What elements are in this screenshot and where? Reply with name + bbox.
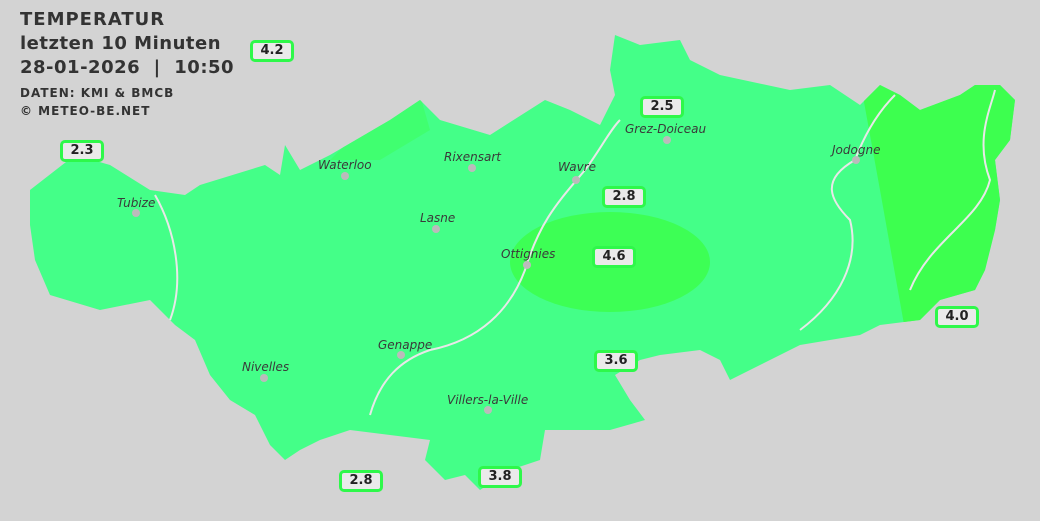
rivers — [154, 89, 996, 416]
city-nivelles: Nivelles — [242, 360, 289, 382]
svg-text:Tubize: Tubize — [117, 196, 155, 210]
city-genappe: Genappe — [378, 338, 432, 359]
city-tubize: Tubize — [117, 196, 155, 217]
svg-text:Wavre: Wavre — [558, 160, 596, 174]
city-rixensart: Rixensart — [444, 150, 502, 172]
svg-text:Ottignies: Ottignies — [501, 247, 555, 261]
svg-text:Waterloo: Waterloo — [318, 158, 372, 172]
city-ottignies: Ottignies — [501, 247, 555, 269]
city-jodogne: Jodogne — [830, 143, 880, 164]
svg-text:Genappe: Genappe — [378, 338, 432, 352]
station-value[interactable]: 2.3 — [60, 140, 104, 162]
river-dyle — [369, 119, 621, 416]
cities: Waterloo Rixensart Wavre Grez-Doiceau Jo… — [117, 122, 880, 414]
title: TEMPERATUR — [20, 9, 166, 30]
copyright: © METEO-BE.NET — [20, 104, 151, 118]
period: letzten 10 Minuten — [20, 33, 222, 54]
station-value[interactable]: 2.8 — [602, 186, 646, 208]
zone-warm-north — [330, 95, 430, 160]
river-senne — [154, 194, 179, 321]
svg-text:Nivelles: Nivelles — [242, 360, 289, 374]
svg-text:Grez-Doiceau: Grez-Doiceau — [625, 122, 706, 136]
city-waterloo: Waterloo — [318, 158, 372, 180]
station-value[interactable]: 4.0 — [935, 306, 979, 328]
city-grez-doiceau: Grez-Doiceau — [625, 122, 706, 144]
river-east — [909, 89, 996, 291]
station-value[interactable]: 3.8 — [478, 466, 522, 488]
header: TEMPERATUR letzten 10 Minuten 28-01-2026… — [20, 8, 234, 120]
city-villers-la-ville: Villers-la-Ville — [447, 393, 528, 414]
city-lasne: Lasne — [420, 211, 455, 233]
city-wavre: Wavre — [558, 160, 596, 184]
station-value[interactable]: 2.5 — [640, 96, 684, 118]
data-source: DATEN: KMI & BMCB — [20, 86, 175, 100]
svg-text:Villers-la-Ville: Villers-la-Ville — [447, 393, 528, 407]
station-value[interactable]: 4.6 — [592, 246, 636, 268]
datetime: 28-01-2026 | 10:50 — [20, 57, 235, 78]
station-value[interactable]: 4.2 — [250, 40, 294, 62]
river-gette — [799, 94, 896, 331]
svg-text:Jodogne: Jodogne — [830, 143, 880, 157]
station-value[interactable]: 3.6 — [594, 350, 638, 372]
svg-text:Rixensart: Rixensart — [444, 150, 502, 164]
svg-text:Lasne: Lasne — [420, 211, 455, 225]
station-value[interactable]: 2.8 — [339, 470, 383, 492]
